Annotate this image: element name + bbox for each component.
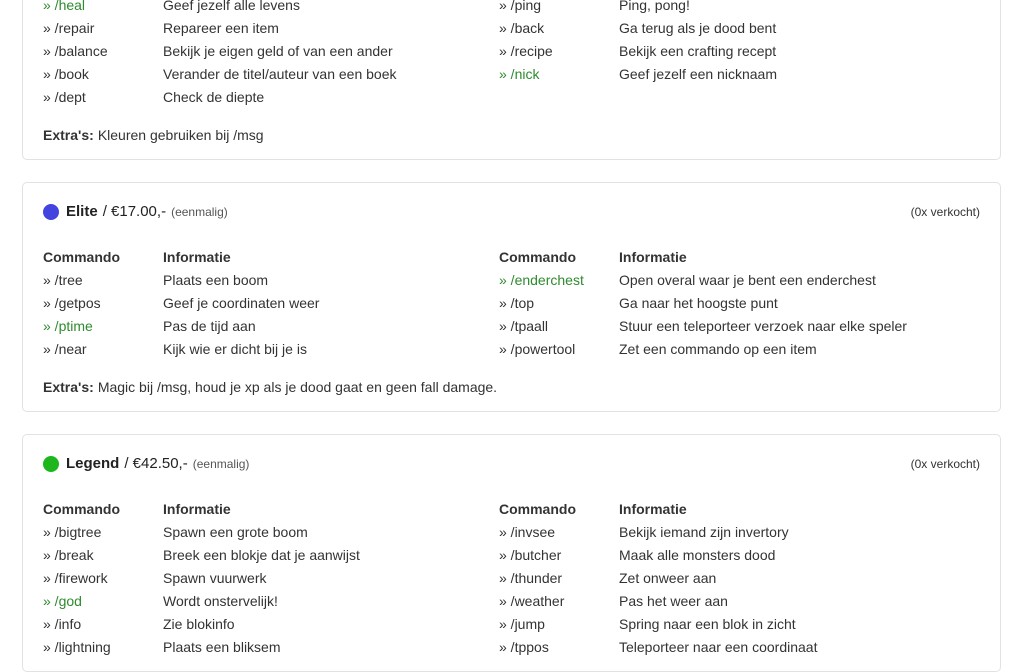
info-cell: Bekijk een crafting recept xyxy=(619,43,777,59)
command-cell: » /thunder xyxy=(499,570,563,586)
command-cell: » /tppos xyxy=(499,639,549,655)
command-cell[interactable]: » /god xyxy=(43,593,82,609)
info-cell: Open overal waar je bent een enderchest xyxy=(619,272,876,288)
column-header-informatie: Informatie xyxy=(619,249,687,265)
info-cell: Breek een blokje dat je aanwijst xyxy=(163,547,360,563)
extras-text: Kleuren gebruiken bij /msg xyxy=(97,127,264,143)
column-header-commando: Commando xyxy=(499,249,576,265)
column-header-informatie: Informatie xyxy=(619,501,687,517)
info-cell: Maak alle monsters dood xyxy=(619,547,776,563)
info-cell: Stuur een teleporteer verzoek naar elke … xyxy=(619,318,907,334)
info-cell: Pas het weer aan xyxy=(619,593,728,609)
info-cell: Verander de titel/auteur van een boek xyxy=(163,66,397,82)
info-cell: Pas de tijd aan xyxy=(163,318,256,334)
billing-badge: (eenmalig) xyxy=(192,456,250,471)
command-cell: » /break xyxy=(43,547,94,563)
command-cell: » /info xyxy=(43,616,82,632)
command-cell[interactable]: » /enderchest xyxy=(499,272,584,288)
command-table: Commando Informatie Commando Informatie » /t… xyxy=(43,246,980,361)
command-cell: » /recipe xyxy=(499,43,553,59)
info-cell: Spring naar een blok in zicht xyxy=(619,616,796,632)
command-cell[interactable]: » /nick xyxy=(499,66,540,82)
command-cell: » /powertool xyxy=(499,341,576,357)
info-cell: Kijk wie er dicht bij je is xyxy=(163,341,307,357)
column-header-informatie: Informatie xyxy=(163,249,231,265)
info-cell xyxy=(619,86,980,109)
command-cell: » /tree xyxy=(43,272,83,288)
info-cell: Geef jezelf alle levens xyxy=(163,0,300,13)
column-header-commando: Commando xyxy=(43,501,120,517)
command-cell xyxy=(499,86,619,109)
info-cell: Zie blokinfo xyxy=(163,616,235,632)
info-cell: Teleporteer naar een coordinaat xyxy=(619,639,818,655)
info-cell: Spawn een grote boom xyxy=(163,524,308,540)
extras-line: Extra's: Magic bij /msg, houd je xp als j… xyxy=(43,376,980,399)
info-cell: Zet onweer aan xyxy=(619,570,717,586)
package-name: Legend xyxy=(66,455,120,472)
rank-dot-icon xyxy=(43,455,59,472)
command-cell: » /balance xyxy=(43,43,108,59)
rank-dot-icon xyxy=(43,203,59,220)
command-cell: » /back xyxy=(499,20,545,36)
info-cell: Ga naar het hoogste punt xyxy=(619,295,778,311)
extras-label: Extra's: xyxy=(43,127,94,143)
info-cell: Plaats een bliksem xyxy=(163,639,281,655)
sold-count: (0x verkocht) xyxy=(910,456,980,471)
package-card: Elite / €17.00,- (eenmalig) (0x verkocht… xyxy=(22,182,1001,412)
command-cell[interactable]: » /heal xyxy=(43,0,86,13)
command-table: Commando Informatie Commando Informatie » /b… xyxy=(43,498,980,659)
extras-label: Extra's: xyxy=(43,379,94,395)
command-cell: » /ping xyxy=(499,0,542,13)
info-cell: Wordt onstervelijk! xyxy=(163,593,278,609)
info-cell: Geef je coordinaten weer xyxy=(163,295,320,311)
info-cell: Repareer een item xyxy=(163,20,279,36)
package-card: Legend / €42.50,- (eenmalig) (0x verkoch… xyxy=(22,434,1001,672)
command-cell: » /near xyxy=(43,341,87,357)
extras-text: Magic bij /msg, houd je xp als je dood g… xyxy=(97,379,498,395)
package-header: Legend / €42.50,- (eenmalig) (0x verkoch… xyxy=(43,453,980,474)
command-cell: » /book xyxy=(43,66,89,82)
command-cell: » /tpaall xyxy=(499,318,549,334)
billing-badge: (eenmalig) xyxy=(171,204,228,219)
command-cell: » /bigtree xyxy=(43,524,102,540)
info-cell: Geef jezelf een nicknaam xyxy=(619,66,777,82)
info-cell: Check de diepte xyxy=(163,89,265,105)
info-cell: Spawn vuurwerk xyxy=(163,570,267,586)
command-cell: » /butcher xyxy=(499,547,562,563)
package-price: / €42.50,- xyxy=(124,455,188,472)
command-cell: » /lightning xyxy=(43,639,111,655)
sold-count: (0x verkocht) xyxy=(910,204,980,219)
command-cell: » /dept xyxy=(43,89,86,105)
info-cell: Ga terug als je dood bent xyxy=(619,20,777,36)
command-cell: » /jump xyxy=(499,616,545,632)
column-header-commando: Commando xyxy=(43,249,120,265)
command-cell: » /firework xyxy=(43,570,108,586)
package-price: / €17.00,- xyxy=(102,203,167,220)
package-name: Elite xyxy=(66,203,98,220)
command-cell: » /getpos xyxy=(43,295,101,311)
command-cell: » /weather xyxy=(499,593,565,609)
package-header: Elite / €17.00,- (eenmalig) (0x verkocht… xyxy=(43,201,980,222)
info-cell: Bekijk je eigen geld of van een ander xyxy=(163,43,393,59)
command-cell: » /repair xyxy=(43,20,95,36)
info-cell: Bekijk iemand zijn invertory xyxy=(619,524,789,540)
info-cell: Zet een commando op een item xyxy=(619,341,817,357)
info-cell: Ping, pong! xyxy=(619,0,690,13)
column-header-informatie: Informatie xyxy=(163,501,231,517)
command-cell: » /invsee xyxy=(499,524,556,540)
info-cell: Plaats een boom xyxy=(163,272,269,288)
command-cell: » /top xyxy=(499,295,535,311)
command-cell[interactable]: » /ptime xyxy=(43,318,93,334)
extras-line: Extra's: Kleuren gebruiken bij /msg xyxy=(43,124,980,147)
column-header-commando: Commando xyxy=(499,501,576,517)
